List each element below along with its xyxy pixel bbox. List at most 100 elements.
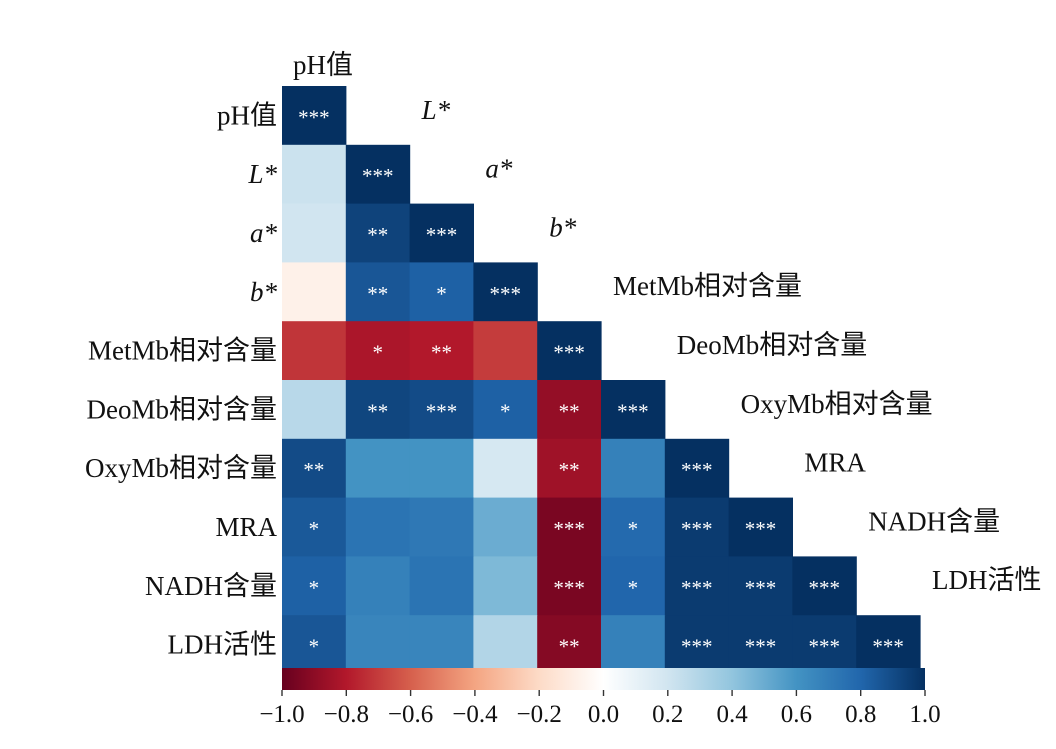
significance-mark: *** [745,576,777,600]
heatmap-cell [537,380,602,440]
heatmap-cell [473,262,538,322]
row-labels: pH值 L* a* b* MetMb相对含量 DeoMb相对含量 OxyMb相对含量 MRA N… [85,100,278,659]
column-label: MetMb相对含量 [613,271,802,301]
colorbar-gradient [282,668,925,690]
heatmap-cell [282,203,347,263]
significance-mark: * [628,576,639,600]
column-label: MRA [804,448,866,478]
significance-mark: * [372,341,383,365]
heatmap-cell [537,615,602,675]
colorbar-tick-label: 0.4 [716,701,748,728]
heatmap-cell [409,615,474,675]
significance-mark: ** [559,458,580,482]
significance-mark: *** [681,458,713,482]
significance-mark: *** [872,635,904,659]
colorbar-tick-label: 0.0 [588,701,619,728]
heatmap-cell [409,497,474,557]
heatmap-cell [345,615,411,675]
heatmap-cell [282,262,347,322]
significance-mark: *** [809,635,841,659]
significance-mark: ** [367,282,388,306]
significance-mark: ** [367,399,388,423]
significance-mark: *** [681,576,713,600]
heatmap-cell [792,615,857,675]
heatmap-cell [473,380,538,440]
heatmap-cell [345,203,411,263]
significance-mark: * [628,517,639,541]
row-label: NADH含量 [145,571,277,601]
heatmap-cell [473,497,538,557]
row-label: pH值 [217,100,277,130]
colorbar-tick-label: −0.2 [517,701,562,728]
heatmap-cell [664,556,730,616]
heatmap-cell [728,497,793,557]
heatmap-cell [473,321,538,381]
significance-mark: * [500,399,511,423]
column-label: OxyMb相对含量 [741,389,933,419]
heatmap-cell [282,144,347,205]
heatmap-cell [409,262,474,322]
heatmap-cell [473,615,538,675]
column-label: b* [549,212,577,242]
heatmap-cell [473,556,538,616]
colorbar-tick-label: −1.0 [259,701,304,728]
heatmap-cell [537,556,602,616]
heatmap-cell [601,556,666,616]
heatmap-cell [601,497,666,557]
heatmap-cell [345,556,411,616]
heatmap-cell [282,615,347,675]
significance-mark: ** [559,399,580,423]
heatmap-cell [856,615,921,675]
heatmap-cell [345,438,411,499]
column-label: DeoMb相对含量 [677,330,868,360]
colorbar-tick-label: 1.0 [909,701,940,728]
heatmap-cell [345,262,411,322]
significance-marks: ******** ***** * **** ** ***** *** * ** ***** ** **… [298,105,904,658]
colorbar-tick-label: −0.6 [388,701,433,728]
significance-mark: ** [303,458,324,482]
heatmap-cell [728,556,793,616]
heatmap-cell [473,438,538,499]
row-label: LDH活性 [168,630,278,660]
heatmap-cell [601,380,666,440]
heatmap-cell [537,438,602,499]
heatmap-cell [792,556,857,616]
colorbar: −1.0 −0.8 −0.6 −0.4 −0.2 0.0 0.2 0.4 0.6 0.8 1.0 [259,668,941,728]
significance-mark: ** [367,223,388,247]
significance-mark: *** [426,399,458,423]
heatmap-cell [664,438,730,499]
row-label: MetMb相对含量 [88,336,277,366]
heatmap-cell [537,321,602,381]
row-label: b* [250,277,278,307]
column-label: LDH活性 [932,565,1042,595]
significance-mark: *** [681,635,713,659]
heatmap-cell [409,438,474,499]
colorbar-tick-label: 0.2 [652,701,683,728]
heatmap-cell [345,497,411,557]
significance-mark: *** [745,517,777,541]
significance-mark: * [309,576,320,600]
row-label: OxyMb相对含量 [85,453,277,483]
heatmap-cell [409,321,474,381]
significance-mark: *** [426,223,458,247]
significance-mark: ** [431,341,452,365]
column-label: a* [485,154,513,184]
significance-mark: * [309,517,320,541]
heatmap-cell [282,497,347,557]
significance-mark: *** [553,576,585,600]
heatmap-cell [409,203,474,263]
significance-mark: *** [809,576,841,600]
column-label: pH值 [293,50,353,80]
row-label: a* [250,218,278,248]
heatmap-cell [282,556,347,616]
diagonal-labels: pH值 L* a* b* MetMb相对含量 DeoMb相对含量 OxyMb相对含量 MRAN… [293,50,1042,595]
significance-mark: *** [490,282,522,306]
heatmap-cell [728,615,793,675]
heatmap-cell [664,615,730,675]
column-label: NADH含量 [868,506,1000,536]
heatmap-cell [409,556,474,616]
row-label: L* [247,159,277,189]
row-label: MRA [215,512,277,542]
significance-mark: *** [745,635,777,659]
heatmap-cell [282,380,347,440]
